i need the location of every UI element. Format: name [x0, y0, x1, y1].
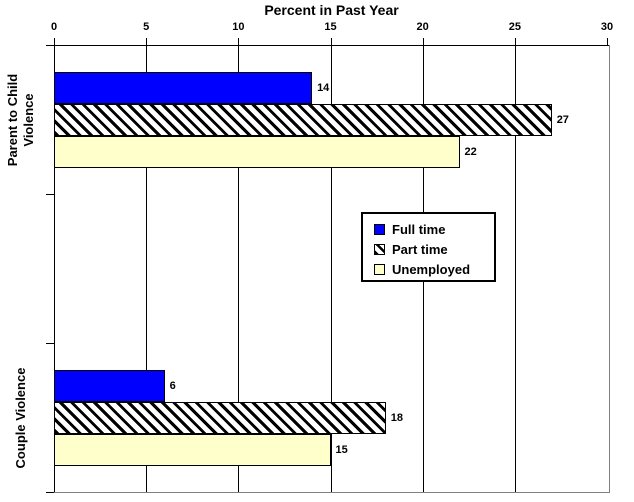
plot-area: 14 27 22 6 18 15 [54, 45, 609, 492]
x-axis-tick-label: 20 [416, 21, 429, 33]
value-label: 14 [317, 81, 330, 94]
legend-item-full-time: Full time [374, 219, 494, 239]
plot-bottom-border [54, 492, 610, 493]
x-axis-line [54, 45, 610, 46]
x-axis-tick-label: 25 [508, 21, 521, 33]
gridline [514, 45, 516, 492]
value-label: 27 [556, 113, 569, 126]
bar-unemployed-parent-to-child-violence [54, 135, 460, 168]
part-time-swatch-icon [374, 243, 385, 255]
x-axis-tick [146, 38, 148, 45]
x-axis-tick [330, 38, 332, 45]
y-axis-tick [46, 492, 54, 493]
chart-title: Percent in Past Year [264, 2, 399, 18]
gridline [330, 45, 332, 492]
legend-label: Unemployed [392, 261, 471, 277]
full-time-swatch-icon [374, 223, 385, 235]
value-label: 18 [390, 411, 404, 424]
y-axis-tick [46, 343, 54, 344]
x-axis-tick-label: 15 [324, 21, 337, 33]
x-axis-tick [422, 38, 424, 45]
legend-item-unemployed: Unemployed [374, 259, 494, 279]
legend-label: Part time [392, 241, 448, 257]
bar-full-time-couple-violence [54, 369, 165, 402]
y-axis-tick [46, 45, 54, 46]
plot-right-border [609, 45, 610, 493]
category-axis-label: Couple Violence [13, 367, 29, 468]
x-axis-tick [607, 38, 608, 45]
legend: Full time Part time Unemployed [361, 212, 496, 282]
x-axis-tick [238, 38, 240, 45]
bar-part-time-parent-to-child-violence [54, 103, 552, 136]
x-axis-tick-label: 10 [232, 21, 245, 33]
x-axis-tick [54, 38, 55, 45]
y-axis-tick [46, 194, 54, 195]
value-label: 15 [335, 443, 348, 456]
unemployed-swatch-icon [374, 263, 385, 275]
value-label: 22 [464, 145, 477, 158]
bar-part-time-couple-violence [54, 401, 386, 434]
bar-unemployed-couple-violence [54, 433, 331, 466]
x-axis-tick [514, 38, 516, 45]
y-axis-line [54, 45, 55, 493]
legend-label: Full time [392, 221, 446, 237]
x-axis-tick-label: 30 [600, 21, 614, 33]
gridline [146, 45, 148, 492]
value-label: 6 [169, 379, 176, 392]
bar-full-time-parent-to-child-violence [54, 71, 313, 104]
legend-item-part-time: Part time [374, 239, 494, 259]
gridline [238, 45, 240, 492]
x-axis-tick-label: 5 [143, 21, 150, 33]
x-axis-tick-label: 0 [50, 21, 58, 33]
category-axis-label: Parent to Child Violence [5, 73, 36, 166]
